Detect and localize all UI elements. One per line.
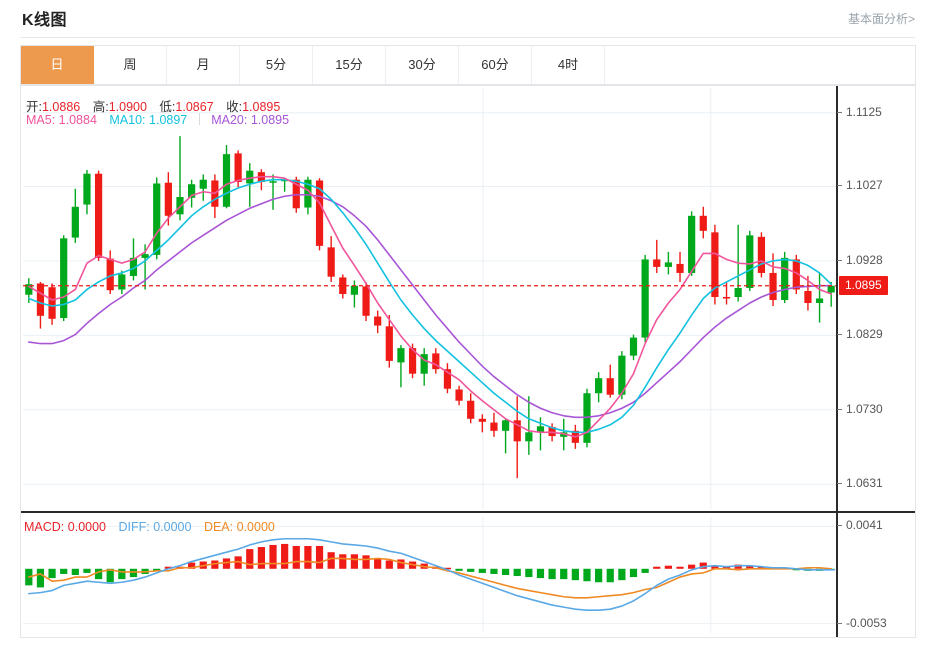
- price-tick-mark-0: [837, 111, 842, 113]
- page-title: K线图: [22, 12, 68, 29]
- tab-5[interactable]: 30分: [386, 46, 459, 84]
- low-label: 低:: [159, 100, 176, 114]
- high-value: 1.0900: [108, 100, 147, 114]
- ohlc-readout: 开:1.0886 高:1.0900 低:1.0867 收:1.0895: [26, 96, 280, 115]
- fundamental-analysis-link[interactable]: 基本面分析>: [847, 12, 915, 26]
- readout-divider: [198, 113, 200, 125]
- price-pane[interactable]: [21, 86, 915, 511]
- price-tick-2: 1.0928: [846, 252, 883, 267]
- tab-4[interactable]: 15分: [313, 46, 386, 84]
- price-tick-3: 1.0829: [846, 327, 883, 342]
- period-tabbar: 日周月 5分 15分 30分 60分 4时: [20, 45, 916, 85]
- ma20-value: 1.0895: [250, 113, 290, 127]
- price-tick-0: 1.1125: [846, 104, 882, 119]
- candlestick-plot[interactable]: [21, 86, 915, 511]
- dea-value: 0.0000: [236, 520, 275, 534]
- low-value: 1.0867: [175, 100, 214, 114]
- ma5-value: 1.0884: [58, 113, 97, 127]
- ma-readout: MA5: 1.0884 MA10: 1.0897 MA20: 1.0895: [26, 113, 289, 127]
- current-price-tag: 1.0895: [839, 275, 888, 295]
- tab-6[interactable]: 60分: [459, 46, 532, 84]
- diff-value: 0.0000: [153, 520, 192, 534]
- y-axis-labels: 1.1125 1.1027 1.0928 1.0829 1.0730 1.0631 1.08…: [836, 85, 933, 638]
- price-tick-5: 1.0631: [846, 476, 883, 491]
- open-label: 开:: [26, 100, 42, 114]
- ma20-label: MA20:: [211, 113, 248, 127]
- price-tick-mark-4: [837, 408, 842, 410]
- macd-tick-mark-1: [837, 622, 842, 624]
- tab-0[interactable]: 日: [21, 46, 94, 84]
- chart-frame: [20, 85, 916, 638]
- pane-separator: [21, 511, 915, 513]
- price-tick-4: 1.0730: [846, 401, 883, 416]
- macd-pane[interactable]: [21, 513, 915, 637]
- macd-value: 0.0000: [67, 520, 106, 534]
- open-value: 1.0886: [41, 100, 81, 114]
- close-value: 1.0895: [242, 100, 281, 114]
- high-label: 高:: [92, 100, 109, 114]
- price-tick-mark-1: [837, 185, 842, 187]
- close-label: 收:: [226, 100, 243, 114]
- macd-tick-1: -0.0053: [846, 615, 887, 630]
- macd-plot[interactable]: [21, 513, 915, 637]
- price-tick-mark-5: [837, 483, 842, 485]
- ma5-label: MA5:: [26, 113, 56, 127]
- tab-3[interactable]: 5分: [240, 46, 313, 84]
- price-tick-mark-3: [837, 334, 842, 336]
- header-divider: [20, 37, 915, 38]
- tab-7[interactable]: 4时: [532, 46, 605, 84]
- tab-2[interactable]: 月: [167, 46, 240, 84]
- macd-label: MACD:: [24, 520, 65, 534]
- macd-readout: MACD: 0.0000 DIFF: 0.0000 DEA: 0.0000: [24, 520, 275, 534]
- ma10-value: 1.0897: [149, 113, 188, 127]
- tab-1[interactable]: 周: [94, 46, 167, 84]
- price-tick-mark-2: [837, 259, 842, 261]
- diff-label: DIFF:: [118, 520, 150, 534]
- ma10-label: MA10:: [109, 113, 146, 127]
- price-tick-1: 1.1027: [846, 178, 883, 193]
- macd-tick-mark-0: [837, 525, 842, 527]
- tabbar-filler: [605, 46, 915, 84]
- page-header: K线图 基本面分析>: [0, 0, 933, 42]
- dea-label: DEA:: [203, 520, 234, 534]
- macd-tick-0: 0.0041: [846, 518, 883, 533]
